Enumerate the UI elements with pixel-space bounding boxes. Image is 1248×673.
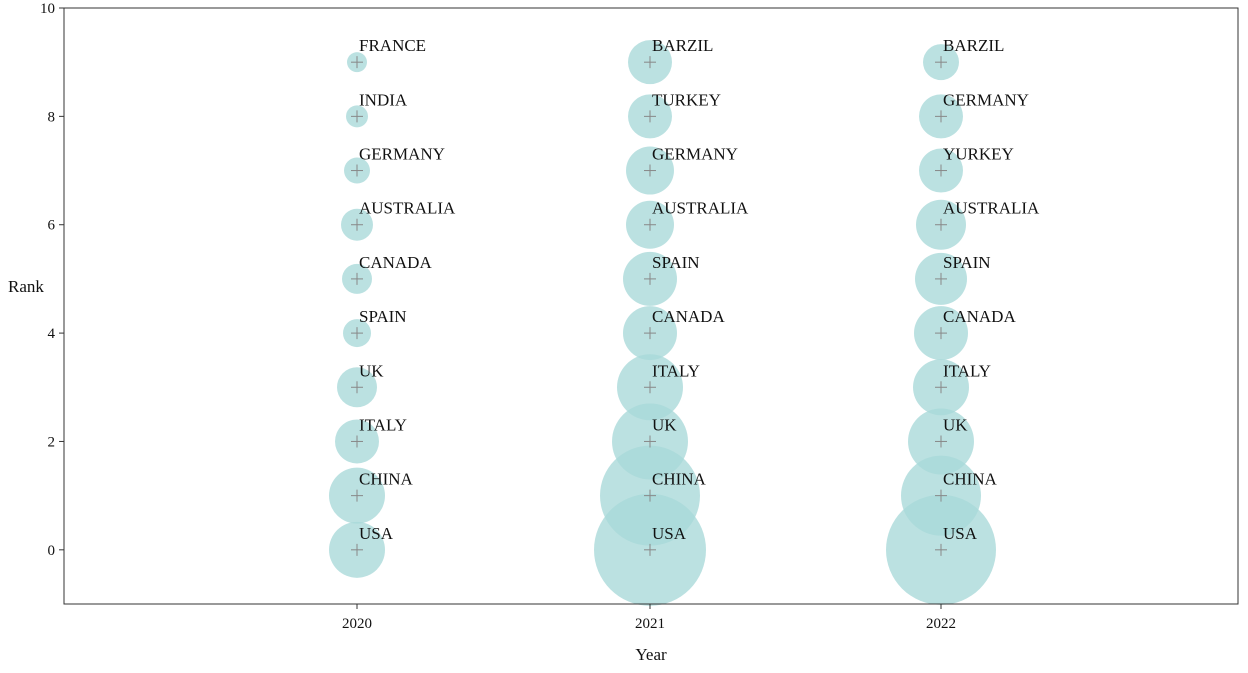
y-tick-label: 8 [48,109,56,125]
point-label: YURKEY [943,145,1014,164]
point-labels-layer: USA CHINA ITALY UK SPAIN CANADA AUSTRALIA GERMA… [359,36,1040,543]
point-marker [935,218,947,231]
point-label: CHINA [652,470,707,489]
point-label: SPAIN [359,307,407,326]
point-label: GERMANY [652,145,738,164]
point-marker [644,543,656,556]
point-label: UK [943,415,968,434]
point-label: CHINA [359,470,414,489]
point-label: FRANCE [359,36,426,55]
point-marker [935,272,947,285]
point-marker [644,489,656,502]
point-marker [644,381,656,394]
point-label: SPAIN [652,253,700,272]
y-axis: 0 2 4 6 8 10 [40,1,64,559]
point-label: TURKEY [652,90,721,109]
point-label: SPAIN [943,253,991,272]
point-label: ITALY [359,415,407,434]
point-label: CHINA [943,470,998,489]
point-marker [644,435,656,448]
y-tick-label: 2 [48,434,56,450]
point-label: USA [652,524,687,543]
point-marker [644,56,656,69]
point-marker [644,164,656,177]
point-marker [351,435,363,448]
point-marker [644,272,656,285]
point-label: INDIA [359,90,408,109]
point-marker [351,218,363,231]
x-axis: 2020 2021 2022 [342,604,956,632]
point-label: GERMANY [359,145,445,164]
point-marker [644,110,656,123]
point-marker [351,327,363,340]
point-label: AUSTRALIA [652,199,749,218]
point-label: USA [943,524,978,543]
point-marker [935,56,947,69]
x-tick-label: 2021 [635,616,665,632]
point-marker [935,543,947,556]
point-marker [644,218,656,231]
y-tick-label: 4 [48,326,56,342]
point-label: UK [652,415,677,434]
y-tick-label: 6 [48,218,56,234]
point-marker [351,381,363,394]
point-marker [351,543,363,556]
point-marker [935,327,947,340]
x-tick-label: 2020 [342,616,372,632]
point-marker [351,489,363,502]
point-label: GERMANY [943,90,1029,109]
point-marker [351,56,363,69]
point-label: CANADA [359,253,432,272]
point-label: AUSTRALIA [943,199,1040,218]
point-label: AUSTRALIA [359,199,456,218]
point-label: BARZIL [943,36,1004,55]
x-tick-label: 2022 [926,616,956,632]
point-label: CANADA [943,307,1016,326]
markers-layer [351,56,947,556]
x-axis-title: Year [635,645,667,664]
point-label: ITALY [943,361,991,380]
point-marker [935,381,947,394]
point-marker [935,489,947,502]
point-marker [351,272,363,285]
point-label: BARZIL [652,36,713,55]
point-label: UK [359,361,384,380]
point-marker [351,110,363,123]
point-label: ITALY [652,361,700,380]
y-tick-label: 10 [40,1,55,17]
y-tick-label: 0 [48,543,56,559]
point-marker [935,435,947,448]
plot-area-frame [63,7,1239,605]
point-label: USA [359,524,394,543]
point-marker [644,327,656,340]
point-marker [935,110,947,123]
point-marker [351,164,363,177]
point-label: CANADA [652,307,725,326]
y-axis-title: Rank [8,277,44,296]
point-marker [935,164,947,177]
